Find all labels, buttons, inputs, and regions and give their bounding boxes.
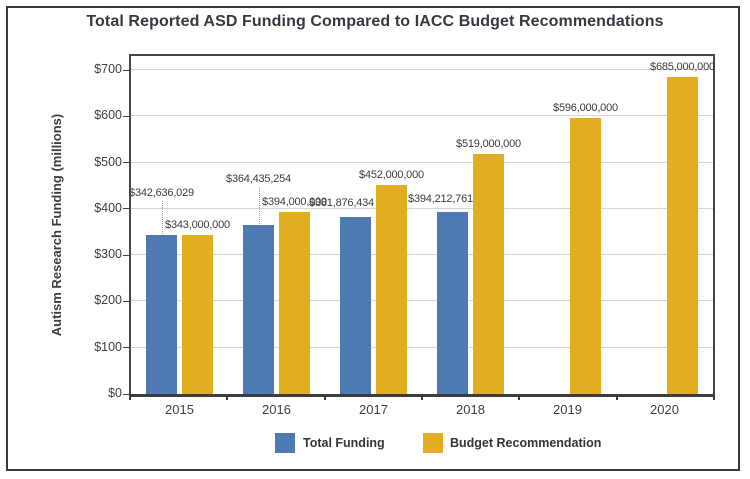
bar-budget-recommendation-2020 [667, 76, 698, 394]
data-label-budget-recommendation-2019: $596,000,000 [553, 102, 618, 115]
y-tick-300 [123, 254, 129, 256]
data-label-budget-recommendation-2015: $343,000,000 [165, 219, 230, 232]
x-axis-tick [713, 394, 715, 400]
bar-total-funding-2018 [437, 211, 468, 394]
data-label-total-funding-2018: $394,212,761 [408, 192, 473, 205]
x-axis-tick [129, 394, 131, 400]
gridline-700 [131, 69, 713, 70]
label-leader-line [258, 187, 260, 225]
gridline-400 [131, 207, 713, 209]
x-axis-label-2019: 2019 [553, 402, 582, 417]
x-axis-tick [518, 394, 521, 400]
gridline-300 [131, 254, 713, 256]
x-axis-label-2020: 2020 [650, 402, 679, 417]
y-tick-label-400: $400 [94, 200, 122, 215]
bar-budget-recommendation-2019 [570, 118, 601, 394]
y-tick-0 [123, 393, 129, 395]
y-tick-700 [123, 69, 129, 71]
y-tick-label-700: $700 [94, 62, 122, 76]
bar-budget-recommendation-2018 [473, 153, 504, 394]
y-tick-label-100: $100 [94, 339, 122, 354]
legend-label-budget-recommendation: Budget Recommendation [450, 436, 602, 450]
x-axis-tick [323, 394, 326, 400]
y-tick-500 [123, 162, 129, 164]
legend-label-total-funding: Total Funding [303, 436, 385, 450]
y-tick-label-200: $200 [94, 293, 122, 308]
x-axis-tick [226, 394, 229, 400]
y-tick-label-500: $500 [94, 154, 122, 169]
data-label-total-funding-2016: $364,435,254 [226, 173, 291, 186]
data-label-budget-recommendation-2018: $519,000,000 [456, 137, 521, 150]
x-axis-label-2017: 2017 [359, 402, 388, 417]
bar-total-funding-2017 [340, 217, 371, 394]
x-axis-label-2016: 2016 [262, 402, 291, 417]
x-axis-tick [615, 394, 618, 400]
x-axis-label-2018: 2018 [456, 402, 485, 417]
bar-budget-recommendation-2017 [376, 184, 407, 394]
y-tick-600 [123, 115, 129, 117]
bar-total-funding-2015 [146, 235, 177, 394]
legend-swatch-total-funding [275, 433, 295, 453]
chart-title: Total Reported ASD Funding Compared to I… [86, 13, 664, 30]
data-label-total-funding-2015: $342,636,029 [129, 187, 194, 200]
y-tick-100 [123, 347, 129, 349]
legend-swatch-budget-recommendation [423, 433, 443, 453]
y-tick-400 [123, 208, 129, 210]
data-label-budget-recommendation-2020: $685,000,000 [650, 60, 715, 73]
x-axis-label-2015: 2015 [165, 402, 194, 417]
data-label-total-funding-2017: $381,876,434 [309, 197, 374, 210]
label-leader-line [161, 201, 163, 235]
gridline-100 [131, 346, 713, 348]
data-label-budget-recommendation-2017: $452,000,000 [359, 168, 424, 181]
legend: Total Funding Budget Recommendation [0, 433, 750, 453]
gridline-600 [131, 115, 713, 117]
gridline-200 [131, 300, 713, 302]
y-tick-label-300: $300 [94, 247, 122, 262]
y-tick-label-600: $600 [94, 108, 122, 123]
y-tick-200 [123, 300, 129, 302]
gridline-500 [131, 161, 713, 163]
y-tick-label-0: $0 [108, 386, 122, 400]
bar-total-funding-2016 [243, 225, 274, 394]
bar-budget-recommendation-2015 [182, 235, 213, 394]
x-axis-tick [421, 394, 423, 400]
bar-budget-recommendation-2016 [279, 211, 310, 394]
data-label-budget-recommendation-2016: $394,000,000 [262, 195, 327, 208]
